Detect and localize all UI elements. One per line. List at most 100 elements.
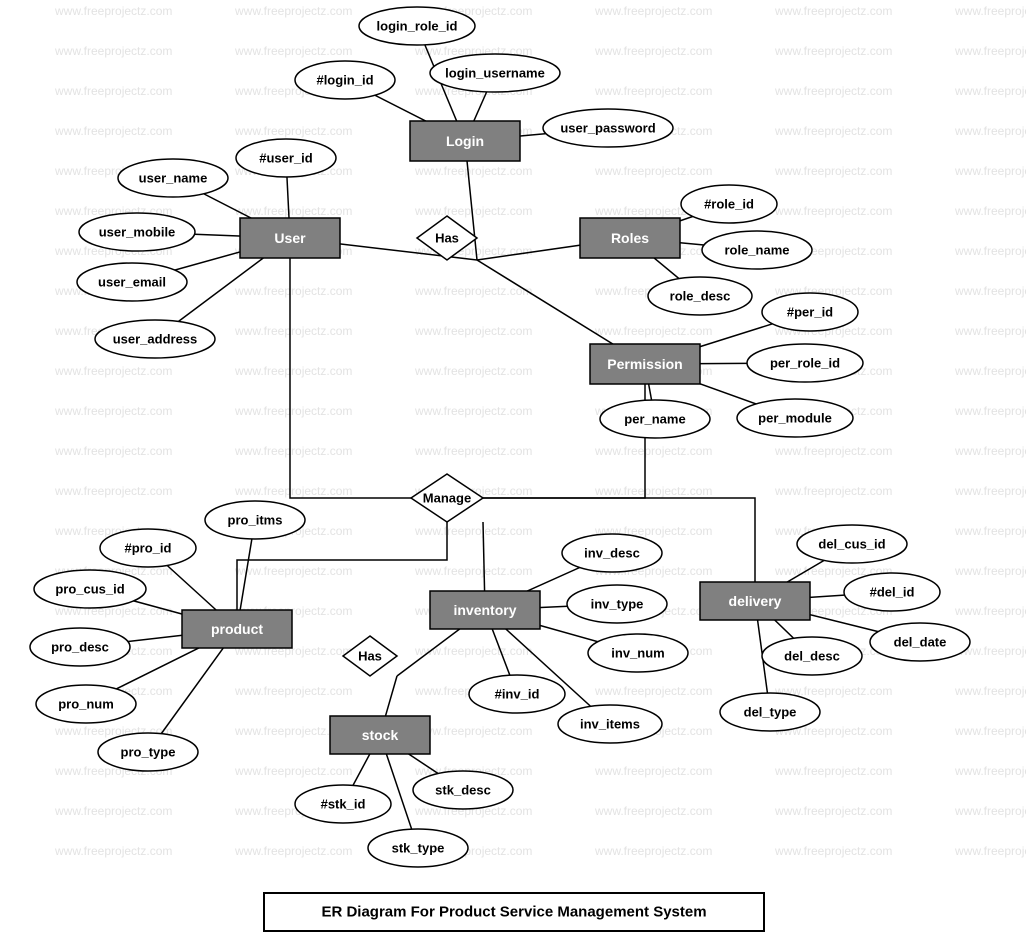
svg-text:www.freeprojectz.com: www.freeprojectz.com [774, 4, 892, 18]
svg-text:www.freeprojectz.com: www.freeprojectz.com [234, 204, 352, 218]
svg-text:www.freeprojectz.com: www.freeprojectz.com [954, 4, 1026, 18]
svg-text:www.freeprojectz.com: www.freeprojectz.com [414, 444, 532, 458]
svg-text:www.freeprojectz.com: www.freeprojectz.com [54, 844, 172, 858]
svg-text:www.freeprojectz.com: www.freeprojectz.com [234, 684, 352, 698]
watermark-layer: www.freeprojectz.com www.freeprojectz.com… [54, 4, 1026, 858]
relationship-label-has1: Has [435, 231, 459, 246]
entity-label-roles: Roles [611, 230, 649, 246]
svg-text:www.freeprojectz.com: www.freeprojectz.com [234, 4, 352, 18]
svg-text:www.freeprojectz.com: www.freeprojectz.com [234, 284, 352, 298]
svg-text:www.freeprojectz.com: www.freeprojectz.com [54, 4, 172, 18]
edge-permission-manage [483, 383, 645, 498]
svg-text:www.freeprojectz.com: www.freeprojectz.com [414, 364, 532, 378]
attribute-label-inv_id: #inv_id [495, 687, 540, 702]
svg-text:www.freeprojectz.com: www.freeprojectz.com [54, 44, 172, 58]
svg-text:www.freeprojectz.com: www.freeprojectz.com [54, 124, 172, 138]
diagram-title: ER Diagram For Product Service Managemen… [321, 904, 706, 921]
attribute-label-role_desc: role_desc [670, 289, 731, 304]
entity-label-user: User [274, 230, 306, 246]
attribute-label-user_mobile: user_mobile [99, 225, 176, 240]
svg-text:www.freeprojectz.com: www.freeprojectz.com [594, 44, 712, 58]
svg-text:www.freeprojectz.com: www.freeprojectz.com [954, 604, 1026, 618]
svg-text:www.freeprojectz.com: www.freeprojectz.com [954, 284, 1026, 298]
svg-text:www.freeprojectz.com: www.freeprojectz.com [954, 204, 1026, 218]
svg-text:www.freeprojectz.com: www.freeprojectz.com [234, 324, 352, 338]
entity-label-stock: stock [362, 727, 399, 743]
attribute-label-login_id: #login_id [316, 73, 373, 88]
attribute-label-per_module: per_module [758, 411, 832, 426]
attribute-label-inv_desc: inv_desc [584, 546, 640, 561]
svg-text:www.freeprojectz.com: www.freeprojectz.com [54, 444, 172, 458]
svg-text:www.freeprojectz.com: www.freeprojectz.com [594, 164, 712, 178]
attribute-label-stk_type: stk_type [392, 841, 445, 856]
entity-label-permission: Permission [607, 356, 682, 372]
svg-text:www.freeprojectz.com: www.freeprojectz.com [414, 524, 532, 538]
svg-text:www.freeprojectz.com: www.freeprojectz.com [54, 84, 172, 98]
svg-text:www.freeprojectz.com: www.freeprojectz.com [774, 764, 892, 778]
svg-text:www.freeprojectz.com: www.freeprojectz.com [954, 524, 1026, 538]
svg-text:www.freeprojectz.com: www.freeprojectz.com [954, 404, 1026, 418]
svg-text:www.freeprojectz.com: www.freeprojectz.com [54, 484, 172, 498]
attribute-label-pro_type: pro_type [121, 745, 176, 760]
svg-text:www.freeprojectz.com: www.freeprojectz.com [414, 644, 532, 658]
svg-text:www.freeprojectz.com: www.freeprojectz.com [774, 484, 892, 498]
attribute-label-inv_items: inv_items [580, 717, 640, 732]
attribute-label-user_name: user_name [139, 171, 208, 186]
svg-text:www.freeprojectz.com: www.freeprojectz.com [954, 804, 1026, 818]
svg-text:www.freeprojectz.com: www.freeprojectz.com [954, 124, 1026, 138]
svg-text:www.freeprojectz.com: www.freeprojectz.com [954, 164, 1026, 178]
svg-text:www.freeprojectz.com: www.freeprojectz.com [594, 84, 712, 98]
svg-text:www.freeprojectz.com: www.freeprojectz.com [594, 804, 712, 818]
svg-text:www.freeprojectz.com: www.freeprojectz.com [414, 404, 532, 418]
svg-text:www.freeprojectz.com: www.freeprojectz.com [594, 324, 712, 338]
svg-text:www.freeprojectz.com: www.freeprojectz.com [954, 364, 1026, 378]
svg-text:www.freeprojectz.com: www.freeprojectz.com [414, 324, 532, 338]
attribute-label-inv_num: inv_num [611, 646, 664, 661]
svg-text:www.freeprojectz.com: www.freeprojectz.com [774, 804, 892, 818]
attribute-label-per_id: #per_id [787, 305, 833, 320]
svg-text:www.freeprojectz.com: www.freeprojectz.com [414, 564, 532, 578]
attribute-label-del_id: #del_id [870, 585, 915, 600]
attribute-label-user_password: user_password [560, 121, 655, 136]
attribute-label-stk_desc: stk_desc [435, 783, 491, 798]
er-diagram-canvas: www.freeprojectz.com www.freeprojectz.com… [0, 0, 1026, 941]
svg-text:www.freeprojectz.com: www.freeprojectz.com [234, 484, 352, 498]
svg-text:www.freeprojectz.com: www.freeprojectz.com [954, 244, 1026, 258]
svg-text:www.freeprojectz.com: www.freeprojectz.com [414, 164, 532, 178]
attribute-label-del_date: del_date [894, 635, 947, 650]
attribute-label-pro_id: #pro_id [125, 541, 172, 556]
svg-text:www.freeprojectz.com: www.freeprojectz.com [954, 684, 1026, 698]
svg-text:www.freeprojectz.com: www.freeprojectz.com [414, 284, 532, 298]
svg-text:www.freeprojectz.com: www.freeprojectz.com [954, 324, 1026, 338]
entity-label-product: product [211, 621, 263, 637]
relationship-label-has2: Has [358, 649, 382, 664]
svg-text:www.freeprojectz.com: www.freeprojectz.com [954, 44, 1026, 58]
svg-text:www.freeprojectz.com: www.freeprojectz.com [594, 764, 712, 778]
svg-text:www.freeprojectz.com: www.freeprojectz.com [774, 84, 892, 98]
attribute-label-user_address: user_address [113, 332, 198, 347]
svg-text:www.freeprojectz.com: www.freeprojectz.com [234, 44, 352, 58]
attribute-label-inv_type: inv_type [591, 597, 644, 612]
attribute-label-del_desc: del_desc [784, 649, 840, 664]
attribute-label-pro_desc: pro_desc [51, 640, 109, 655]
svg-text:www.freeprojectz.com: www.freeprojectz.com [774, 444, 892, 458]
attribute-label-login_username: login_username [445, 66, 545, 81]
svg-text:www.freeprojectz.com: www.freeprojectz.com [594, 4, 712, 18]
entity-label-delivery: delivery [729, 593, 782, 609]
svg-text:www.freeprojectz.com: www.freeprojectz.com [774, 164, 892, 178]
svg-text:www.freeprojectz.com: www.freeprojectz.com [774, 124, 892, 138]
svg-text:www.freeprojectz.com: www.freeprojectz.com [234, 404, 352, 418]
attribute-label-per_name: per_name [624, 412, 685, 427]
attribute-label-pro_cus_id: pro_cus_id [55, 582, 124, 597]
svg-text:www.freeprojectz.com: www.freeprojectz.com [954, 444, 1026, 458]
svg-text:www.freeprojectz.com: www.freeprojectz.com [54, 404, 172, 418]
attribute-label-role_id: #role_id [704, 197, 754, 212]
svg-text:www.freeprojectz.com: www.freeprojectz.com [954, 764, 1026, 778]
attribute-label-del_type: del_type [744, 705, 797, 720]
svg-text:www.freeprojectz.com: www.freeprojectz.com [774, 204, 892, 218]
svg-text:www.freeprojectz.com: www.freeprojectz.com [594, 684, 712, 698]
svg-text:www.freeprojectz.com: www.freeprojectz.com [954, 564, 1026, 578]
svg-text:www.freeprojectz.com: www.freeprojectz.com [954, 844, 1026, 858]
attribute-label-per_role_id: per_role_id [770, 356, 840, 371]
attribute-label-stk_id: #stk_id [321, 797, 366, 812]
